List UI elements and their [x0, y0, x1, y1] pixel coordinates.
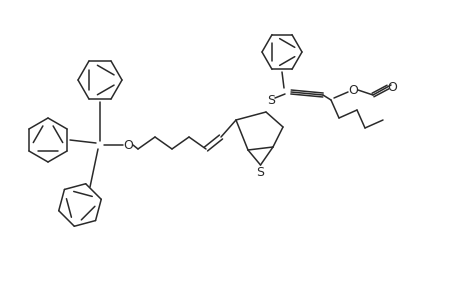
- Text: S: S: [256, 166, 264, 178]
- Text: O: O: [347, 83, 357, 97]
- Text: O: O: [123, 139, 133, 152]
- Text: S: S: [266, 94, 274, 106]
- Text: O: O: [386, 80, 396, 94]
